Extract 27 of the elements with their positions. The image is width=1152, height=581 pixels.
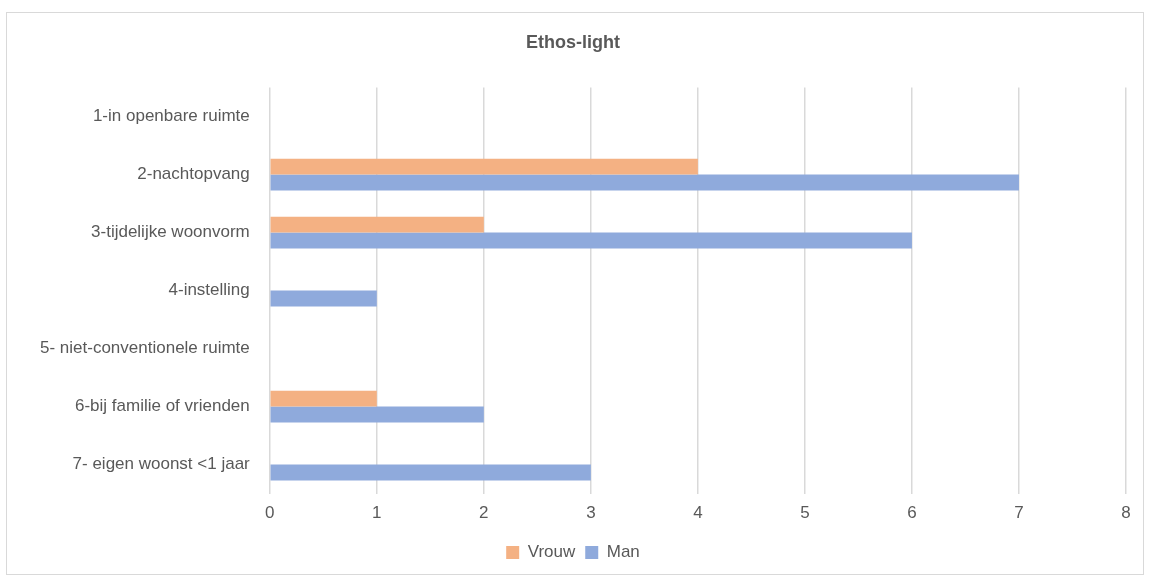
bar [270,464,591,481]
x-tick-label: 8 [1121,503,1131,523]
bar [270,174,1019,191]
y-tick-label: 4-instelling [168,280,250,300]
x-tick-label: 0 [265,503,275,523]
x-tick-label: 7 [1014,503,1024,523]
y-tick-label: 5- niet-conventionele ruimte [40,338,250,358]
legend-label: Vrouw [527,542,576,562]
x-tick-label: 2 [479,503,489,523]
x-tick-label: 1 [372,503,382,523]
bar [270,290,377,307]
y-tick-label: 6-bij familie of vrienden [74,396,250,416]
bar [270,390,377,407]
legend-label: Man [606,542,640,562]
y-tick-label: 2-nachtopvang [137,164,250,184]
y-tick-label: 1-in openbare ruimte [92,106,250,126]
bar [270,406,484,423]
x-tick-label: 3 [586,503,596,523]
y-tick-label: 7- eigen woonst <1 jaar [72,454,251,474]
bar [270,158,698,175]
x-tick-label: 6 [907,503,917,523]
x-tick-label: 4 [693,503,703,523]
chart-title: Ethos-light [526,31,620,52]
y-tick-label: 3-tijdelijke woonvorm [91,222,250,242]
bar [270,232,912,249]
x-tick-label: 5 [800,503,810,523]
bar [270,216,484,233]
